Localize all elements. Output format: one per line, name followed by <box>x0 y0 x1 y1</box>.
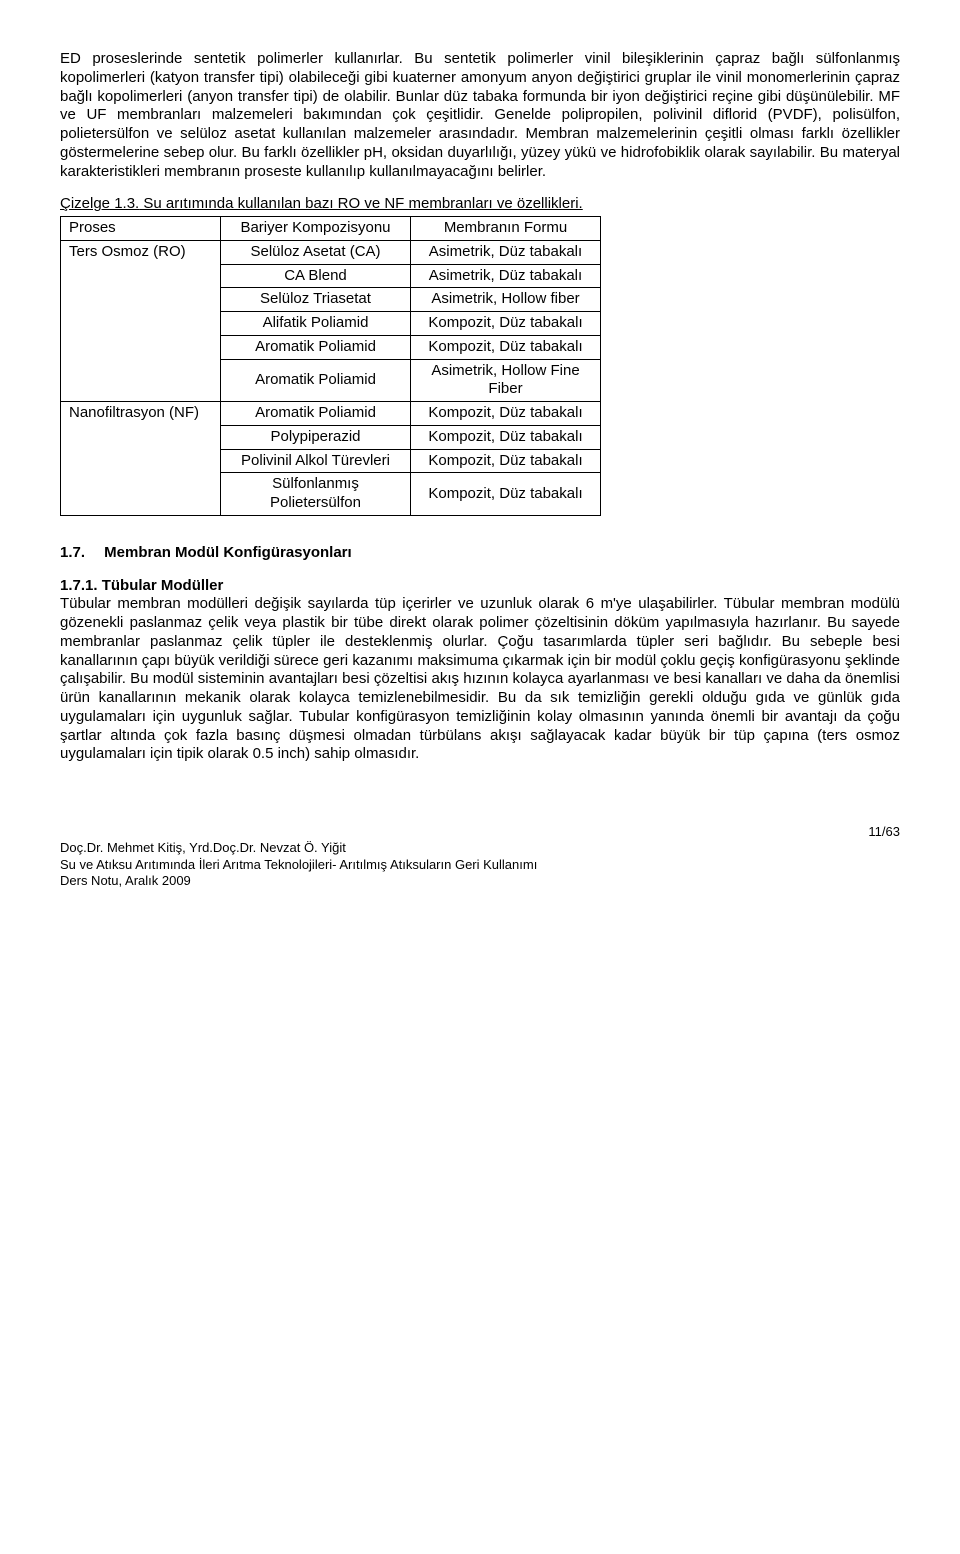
table-title-text: Su arıtımında kullanılan bazı RO ve NF m… <box>139 195 583 212</box>
table-header-row: Proses Bariyer Kompozisyonu Membranın Fo… <box>61 217 601 241</box>
subsection-number: 1.7.1. <box>60 577 98 594</box>
subsection-heading: 1.7.1. Tübular Modüller <box>60 577 900 596</box>
membrane-table: Proses Bariyer Kompozisyonu Membranın Fo… <box>60 216 601 516</box>
cell: Asimetrik, Düz tabakalı <box>411 240 601 264</box>
cell: Aromatik Poliamid <box>221 359 411 402</box>
cell: Polypiperazid <box>221 425 411 449</box>
proc-ro: Ters Osmoz (RO) <box>61 240 221 401</box>
cell: Sülfonlanmış Polietersülfon <box>221 473 411 516</box>
page-footer: 11/63 Doç.Dr. Mehmet Kitiş, Yrd.Doç.Dr. … <box>60 824 900 889</box>
cell: Asimetrik, Düz tabakalı <box>411 264 601 288</box>
cell: Kompozit, Düz tabakalı <box>411 312 601 336</box>
cell: Kompozit, Düz tabakalı <box>411 473 601 516</box>
section-heading: 1.7. Membran Modül Konfigürasyonları <box>60 544 900 563</box>
th-bariyer: Bariyer Kompozisyonu <box>221 217 411 241</box>
cell: Kompozit, Düz tabakalı <box>411 335 601 359</box>
footer-date: Ders Notu, Aralık 2009 <box>60 873 900 889</box>
subsection-title: Tübular Modüller <box>102 577 224 594</box>
proc-nf: Nanofiltrasyon (NF) <box>61 402 221 516</box>
cell: Asimetrik, Hollow fiber <box>411 288 601 312</box>
cell: Aromatik Poliamid <box>221 335 411 359</box>
cell: Kompozit, Düz tabakalı <box>411 402 601 426</box>
paragraph-1: ED proseslerinde sentetik polimerler kul… <box>60 50 900 181</box>
section-title: Membran Modül Konfigürasyonları <box>104 544 352 561</box>
cell: Kompozit, Düz tabakalı <box>411 449 601 473</box>
th-proses: Proses <box>61 217 221 241</box>
cell: Kompozit, Düz tabakalı <box>411 425 601 449</box>
footer-authors: Doç.Dr. Mehmet Kitiş, Yrd.Doç.Dr. Nevzat… <box>60 840 900 856</box>
page-number: 11/63 <box>60 824 900 840</box>
cell: Selüloz Asetat (CA) <box>221 240 411 264</box>
table-row: Nanofiltrasyon (NF) Aromatik Poliamid Ko… <box>61 402 601 426</box>
cell: CA Blend <box>221 264 411 288</box>
paragraph-2: Tübular membran modülleri değişik sayıla… <box>60 595 900 764</box>
section-number: 1.7. <box>60 544 100 563</box>
th-form: Membranın Formu <box>411 217 601 241</box>
cell: Asimetrik, Hollow Fine Fiber <box>411 359 601 402</box>
cell: Alifatik Poliamid <box>221 312 411 336</box>
table-row: Ters Osmoz (RO) Selüloz Asetat (CA) Asim… <box>61 240 601 264</box>
cell: Selüloz Triasetat <box>221 288 411 312</box>
cell: Aromatik Poliamid <box>221 402 411 426</box>
table-title: Çizelge 1.3. Su arıtımında kullanılan ba… <box>60 195 900 214</box>
table-title-label: Çizelge 1.3. <box>60 195 139 212</box>
cell: Polivinil Alkol Türevleri <box>221 449 411 473</box>
footer-course: Su ve Atıksu Arıtımında İleri Arıtma Tek… <box>60 857 900 873</box>
